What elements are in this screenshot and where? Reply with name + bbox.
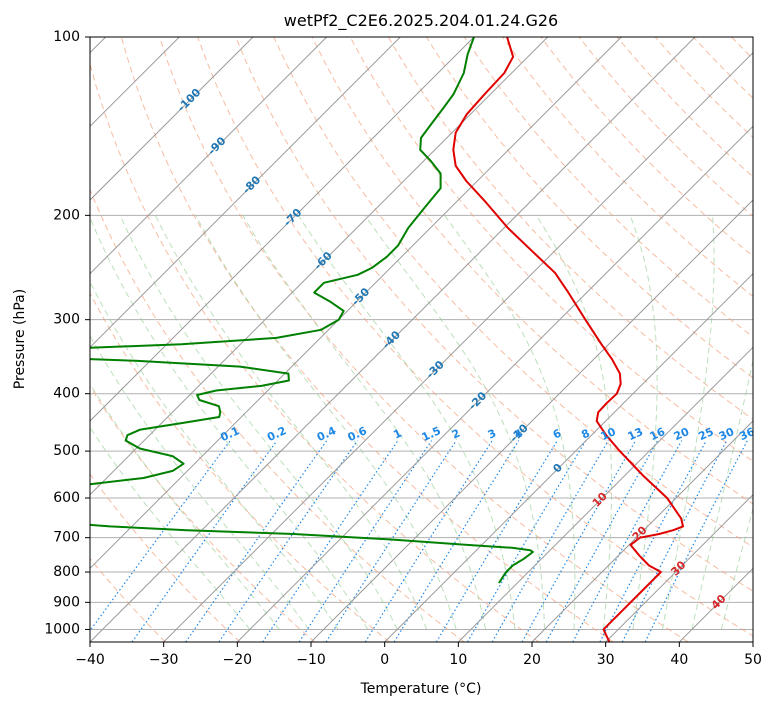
isotherm-line: [90, 37, 622, 570]
mixing-ratio-line: [545, 440, 659, 642]
y-tick-label: 500: [53, 443, 80, 459]
moist-adiabat: [661, 215, 715, 630]
mixing-ratio-line: [644, 440, 748, 642]
x-tick-label: −10: [296, 652, 326, 668]
dry-adiabat: [425, 37, 753, 379]
dry-adiabat: [349, 37, 753, 462]
isotherm-line: [90, 37, 401, 349]
dewpoint-trace: [90, 37, 534, 584]
mixing-ratio-line: [466, 440, 587, 642]
mixing-ratio-line: [491, 440, 609, 642]
mixing-ratio-line: [298, 440, 432, 642]
dry-adiabat: [90, 385, 316, 642]
x-tick-label: −40: [75, 652, 105, 668]
isotherm-line: [384, 272, 753, 642]
isotherm-line: [605, 493, 753, 642]
isotherm-line: [90, 37, 696, 642]
dry-adiabat: [502, 37, 753, 298]
mixing-ratio-line: [364, 440, 493, 642]
moist-adiabat: [119, 215, 398, 630]
moist-adiabat: [242, 215, 487, 630]
y-tick-label: 400: [53, 386, 80, 402]
sounding-traces: [90, 37, 684, 642]
dry-adiabat: [464, 37, 753, 338]
isotherm-line: [457, 346, 753, 642]
x-axis-label: Temperature (°C): [360, 681, 482, 697]
moist-adiabat: [444, 215, 576, 630]
moist-adiabat: [90, 426, 251, 630]
mixing-ratio-label: 20: [672, 425, 692, 443]
y-tick-label: 1000: [44, 621, 80, 637]
moist-adiabat: [535, 215, 613, 630]
mixing-ratio-line: [572, 440, 683, 642]
y-tick-label: 100: [53, 29, 80, 45]
x-tick-label: 50: [744, 652, 762, 668]
mixing-ratio-line: [325, 440, 457, 642]
mixing-ratio-label: 16: [648, 425, 668, 443]
chart-title: wetPf2_C2E6.2025.204.01.24.G26: [284, 11, 558, 31]
x-axis-ticks: −40 −30 −20 −10 0 10 20 30 40 50: [75, 642, 762, 668]
mixing-ratio-line: [435, 440, 558, 642]
x-tick-label: −20: [223, 652, 253, 668]
x-tick-label: 0: [380, 652, 389, 668]
dry-adiabat: [90, 292, 390, 642]
temperature-trace: [452, 37, 684, 642]
dry-adiabat: [120, 37, 614, 642]
y-axis-label: Pressure (hPa): [12, 289, 28, 389]
isotherm-line: [90, 37, 475, 422]
y-tick-label: 700: [53, 530, 80, 546]
moist-adiabat: [154, 215, 428, 630]
mixing-ratio-line: [521, 440, 637, 642]
moist-adiabat: [90, 216, 369, 630]
moist-adiabat: [691, 358, 753, 630]
y-axis-ticks: 100 200 300 400 500 600 700 800 900 1000: [44, 29, 90, 637]
x-tick-label: 20: [523, 652, 541, 668]
dry-adiabat: [311, 37, 753, 505]
isotherm-line: [236, 125, 753, 642]
mixing-ratio-label: 30: [717, 425, 737, 443]
mixing-ratio-line: [262, 440, 399, 642]
mixing-ratio-label: 25: [696, 425, 715, 443]
dry-adiabat: [387, 37, 753, 420]
x-tick-label: 10: [449, 652, 467, 668]
dry-adiabat: [90, 62, 540, 642]
moist-adiabat: [297, 215, 516, 630]
y-tick-label: 300: [53, 312, 80, 328]
y-tick-label: 800: [53, 564, 80, 580]
isotherm-line: [90, 37, 328, 275]
mixing-ratio-line: [131, 440, 278, 642]
x-tick-label: 40: [670, 652, 688, 668]
isotherm-line: [163, 51, 753, 642]
dry-adiabat: [90, 473, 241, 642]
moist-adiabat: [90, 382, 280, 630]
moist-adiabat: [629, 215, 658, 630]
axes-frame: [89, 36, 754, 643]
dry-adiabat: [90, 188, 465, 642]
isotherm-line: [90, 37, 254, 201]
x-tick-label: −30: [149, 652, 179, 668]
y-tick-label: 200: [53, 207, 80, 223]
isotherm-line: [531, 420, 753, 642]
y-tick-label: 900: [53, 594, 80, 610]
y-tick-label: 600: [53, 490, 80, 506]
mixing-ratio-line: [185, 440, 328, 642]
dry-adiabat: [273, 37, 753, 548]
mixing-ratio-label: 10: [598, 425, 618, 443]
mixing-ratio-label: 13: [626, 425, 645, 443]
mixing-ratio-line: [90, 440, 231, 632]
mixing-ratio-label: 36: [737, 425, 757, 443]
dry-adiabat: [235, 37, 753, 592]
plot-area: -100-90-80-70-60-50-40-30-20-10010203040…: [90, 37, 757, 642]
x-tick-label: 30: [597, 652, 615, 668]
dry-adiabat: [159, 37, 689, 642]
moist-adiabat: [195, 215, 457, 630]
